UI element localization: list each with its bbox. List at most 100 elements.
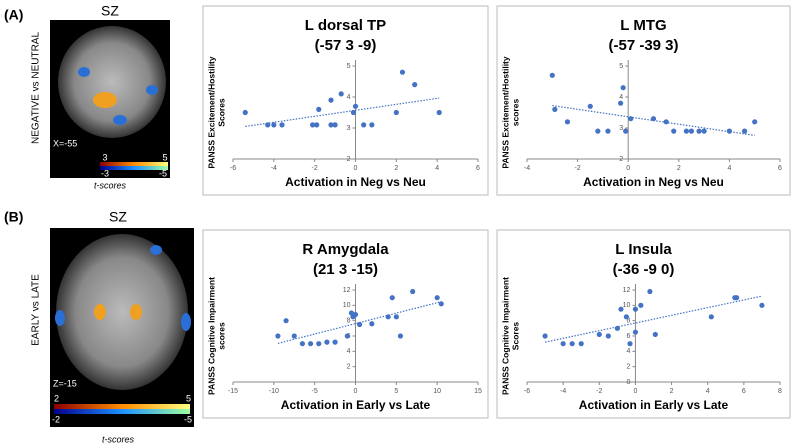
x-tick-label: 2 [677,165,681,172]
activation-blob [55,310,65,326]
colorbar-label: -3 [101,168,109,178]
data-point [369,122,375,128]
activation-blob [113,115,127,125]
activation-blob [93,92,117,108]
activation-blob [146,85,158,95]
y-tick-label: 8 [627,318,631,325]
data-point [741,128,748,134]
y-axis-label: scores [510,99,520,127]
x-tick-label: -2 [596,388,602,395]
data-point [328,97,334,103]
data-point [338,91,344,97]
colorbar-label: -5 [159,168,167,178]
data-point [708,314,714,320]
y-tick-label: 3 [619,125,623,132]
brain-slice [58,26,166,138]
y-axis-label: PANSS Excitement/Hostility [500,56,510,169]
chart-frame [496,229,791,419]
chart: R Amygdala (21 3 -15) PANSS Cognitive Impa… [202,229,489,419]
chart-title: L MTG [620,17,666,34]
data-point [393,109,399,116]
y-axis-label: PANSS Cognitive Impairment [206,277,216,395]
data-point [552,106,558,112]
y-tick-label: 5 [619,63,623,70]
data-point [332,122,338,128]
data-point [618,100,624,106]
y-tick-label: 2 [627,364,631,371]
x-axis-label: Activation in Neg vs Neu [285,175,426,189]
chart: L dorsal TP (-57 3 -9) PANSS Excitement/Ho… [202,5,489,196]
x-tick-label: 2 [670,388,674,395]
data-point [688,128,695,134]
colorbar-label: 5 [186,393,191,403]
data-point [291,333,297,339]
data-point [569,341,575,347]
trendline [245,97,440,128]
y-tick-label: 10 [623,302,631,309]
data-point [369,321,375,327]
data-point [638,302,644,308]
data-point [560,341,566,347]
data-point [632,329,639,335]
x-tick-label: 4 [727,165,731,172]
colorbar-title: t-scores [102,434,135,444]
chart: L Insula (-36 -9 0) PANSS Cognitive Impair… [496,229,791,419]
x-tick-label: 0 [626,165,630,172]
data-point [356,321,363,328]
data-point [316,106,322,112]
y-tick-label: 2 [347,364,351,371]
data-point [614,325,620,331]
x-tick-label: -2 [574,165,580,172]
data-point [385,314,391,320]
data-point [605,128,611,134]
x-tick-label: -10 [269,388,279,395]
x-tick-label: 5 [394,388,398,395]
x-tick-label: -6 [524,388,530,395]
data-point [344,333,350,339]
activation-blob [181,313,191,331]
data-point [564,119,571,125]
data-point [314,122,320,128]
data-point [299,341,306,347]
contrast-label: EARLY vs LATE [31,274,42,346]
data-point [696,128,702,134]
x-tick-label: -4 [560,388,566,395]
chart-subtitle: (-36 -9 0) [613,261,675,278]
y-axis-label: PANSS Cognitive Impairment [500,277,510,395]
data-point [410,288,416,295]
y-axis-label: Scores [510,322,520,351]
data-point [438,301,444,307]
trendline [544,295,763,343]
y-tick-label: 2 [619,156,623,163]
colorbar-label: -2 [52,414,60,424]
data-point [389,295,395,301]
data-point [683,128,689,134]
colorbar-label: 2 [54,393,59,403]
colorbar [100,162,168,166]
data-point [595,128,601,134]
data-point [671,128,677,134]
activation-blob [94,304,106,320]
data-point [350,314,356,320]
data-point [726,128,733,134]
data-point [578,341,584,347]
x-axis-label: Activation in Neg vs Neu [583,175,724,189]
data-point [271,122,277,128]
data-point [350,109,357,116]
y-axis-label: PANSS Excitement/Hostility [206,56,216,169]
data-point [549,72,555,78]
colorbar [54,409,190,414]
y-tick-label: 5 [347,63,351,70]
x-tick-label: 0 [354,388,358,395]
panel-label: (B) [4,209,23,225]
data-point [316,341,322,347]
data-point [701,128,707,134]
data-point [627,341,633,347]
data-point [283,318,289,324]
slice-label: Z=-15 [53,378,77,388]
chart-title: L Insula [615,241,672,258]
activation-blob [150,245,162,255]
x-tick-label: 6 [778,165,782,172]
